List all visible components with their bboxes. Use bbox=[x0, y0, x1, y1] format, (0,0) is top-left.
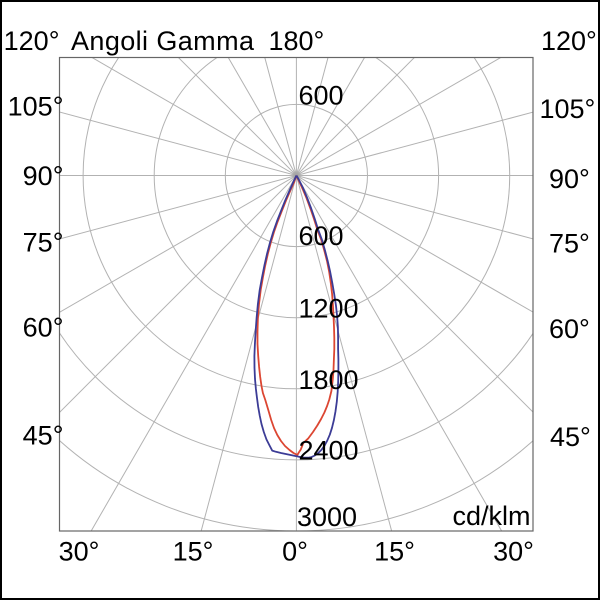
svg-text:120°: 120° bbox=[4, 26, 60, 56]
svg-text:180°: 180° bbox=[269, 26, 325, 56]
svg-text:30°: 30° bbox=[493, 537, 534, 567]
svg-text:45°: 45° bbox=[23, 420, 64, 450]
svg-text:cd/klm: cd/klm bbox=[452, 501, 530, 531]
svg-text:1200: 1200 bbox=[299, 293, 359, 323]
svg-text:15°: 15° bbox=[173, 537, 214, 567]
svg-text:600: 600 bbox=[299, 221, 344, 251]
svg-text:90°: 90° bbox=[549, 164, 590, 194]
svg-text:45°: 45° bbox=[550, 422, 591, 452]
svg-text:75°: 75° bbox=[23, 227, 64, 257]
svg-text:60°: 60° bbox=[549, 314, 590, 344]
svg-text:15°: 15° bbox=[374, 537, 415, 567]
svg-text:1800: 1800 bbox=[299, 365, 359, 395]
svg-text:120°: 120° bbox=[541, 26, 597, 56]
svg-text:105°: 105° bbox=[540, 94, 596, 124]
svg-text:60°: 60° bbox=[23, 313, 64, 343]
svg-text:105°: 105° bbox=[8, 91, 64, 121]
svg-text:Angoli Gamma: Angoli Gamma bbox=[71, 26, 255, 56]
svg-text:0°: 0° bbox=[282, 537, 308, 567]
svg-text:90°: 90° bbox=[23, 161, 64, 191]
svg-text:600: 600 bbox=[299, 81, 344, 111]
svg-text:75°: 75° bbox=[549, 229, 590, 259]
svg-text:3000: 3000 bbox=[297, 502, 357, 532]
svg-text:2400: 2400 bbox=[299, 435, 359, 465]
svg-text:30°: 30° bbox=[59, 537, 100, 567]
